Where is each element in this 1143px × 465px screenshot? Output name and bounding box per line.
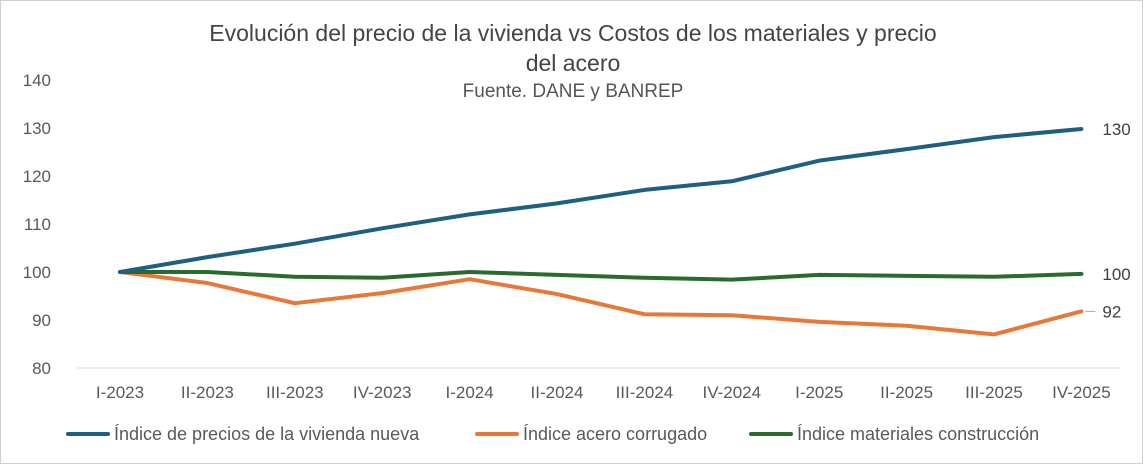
x-tick-label: I-2023 <box>96 383 144 402</box>
x-tick-label: III-2023 <box>266 383 324 402</box>
legend-label-0: Índice de precios de la vivienda nueva <box>114 424 420 444</box>
x-tick-label: II-2025 <box>880 383 933 402</box>
y-tick-label: 120 <box>23 167 51 186</box>
legend-label-1: Índice acero corrugado <box>523 424 707 444</box>
series-line-2 <box>118 270 1084 282</box>
y-tick-label: 90 <box>32 311 51 330</box>
end-label-0: 130 <box>1102 120 1130 139</box>
y-tick-label: 130 <box>23 119 51 138</box>
y-tick-label: 80 <box>32 359 51 378</box>
end-label-2: 100 <box>1102 265 1130 284</box>
x-tick-label: III-2024 <box>616 383 674 402</box>
x-tick-label: I-2025 <box>795 383 843 402</box>
x-tick-label: IV-2025 <box>1052 383 1111 402</box>
x-tick-label: II-2024 <box>531 383 584 402</box>
end-label-1: 92 <box>1102 302 1121 321</box>
x-tick-label: IV-2024 <box>702 383 761 402</box>
x-tick-label: IV-2023 <box>353 383 412 402</box>
series-line-0 <box>118 126 1084 274</box>
legend-label-2: Índice materiales construcción <box>797 424 1039 444</box>
x-tick-label: II-2023 <box>181 383 234 402</box>
x-tick-label: III-2025 <box>965 383 1023 402</box>
y-tick-label: 110 <box>24 215 51 234</box>
y-tick-label: 100 <box>23 263 51 282</box>
y-tick-label: 140 <box>23 71 51 90</box>
x-tick-label: I-2024 <box>445 383 493 402</box>
chart-title-line-1: Evolución del precio de la vivienda vs C… <box>209 20 936 46</box>
chart-subtitle: Fuente. DANE y BANREP <box>463 81 684 102</box>
chart-title-line-2: del acero <box>526 50 621 76</box>
series-line-1 <box>118 270 1084 337</box>
